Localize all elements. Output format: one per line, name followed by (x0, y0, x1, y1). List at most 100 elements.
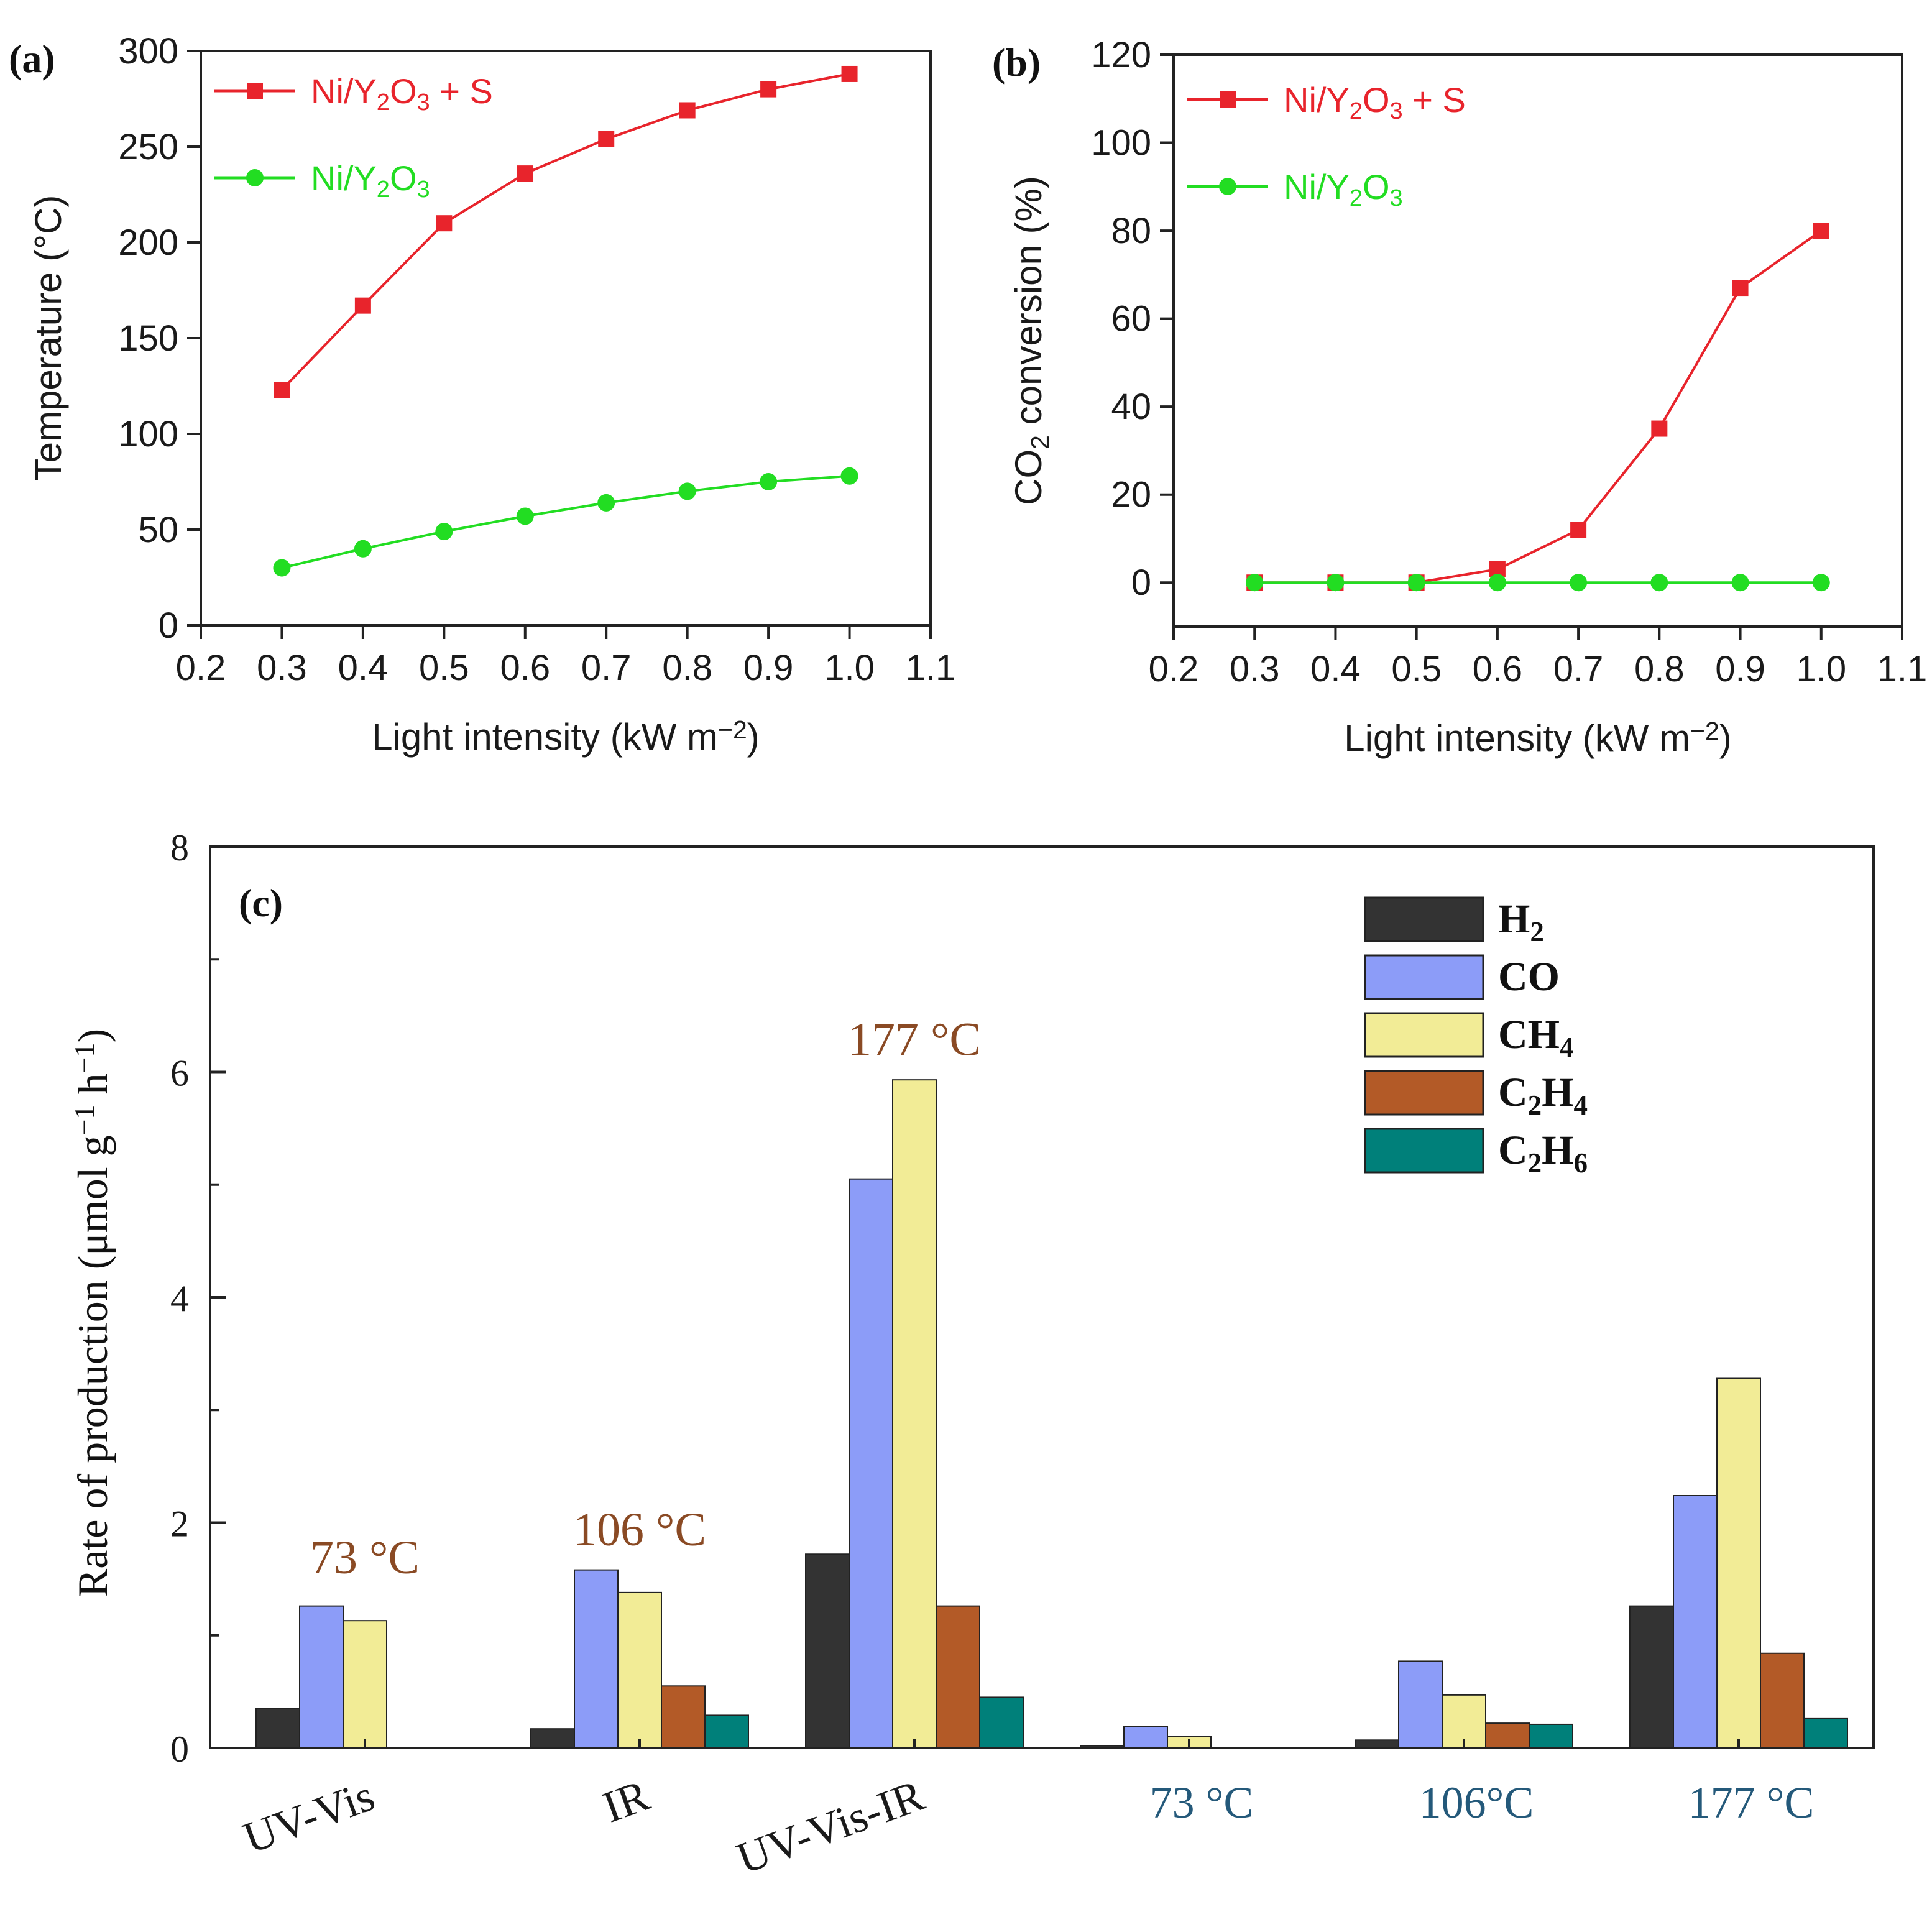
data-point (678, 482, 696, 500)
data-point (841, 65, 858, 82)
x-category-label: 177 °C (1688, 1778, 1815, 1828)
legend-label: C2H4 (1498, 1070, 1588, 1121)
bar (936, 1605, 980, 1749)
x-tick-label: 1.0 (824, 648, 875, 688)
data-point (1570, 522, 1587, 538)
y-tick-label: 100 (1091, 123, 1151, 163)
bar (1080, 1745, 1125, 1749)
bar (1760, 1652, 1805, 1749)
legend-entry: Ni/Y2O3 + S (214, 71, 493, 116)
x-tick-label: 0.2 (1149, 649, 1199, 689)
x-axis-title-part: −2 (718, 715, 747, 744)
series-line (281, 474, 850, 569)
plot-frame (209, 845, 1875, 1749)
x-tick-label: 0.4 (338, 648, 389, 688)
y-tick-label: 0 (159, 605, 178, 646)
legend-label-part: O (1363, 167, 1390, 206)
x-category-label: 106°C (1419, 1778, 1534, 1828)
legend-swatch (1364, 954, 1484, 1000)
legend-label-part: Ni/Y (311, 71, 377, 111)
legend-label-part: O (390, 71, 417, 111)
legend-label-part: + S (1403, 80, 1466, 119)
bar (343, 1620, 387, 1749)
data-point (436, 215, 453, 232)
legend-marker (1219, 178, 1236, 195)
bar (805, 1553, 850, 1749)
data-point (1650, 574, 1668, 592)
legend-label-part: CH (1498, 1012, 1560, 1057)
temperature-annotation: 73 °C (310, 1532, 420, 1584)
plot-frame (200, 50, 932, 627)
legend-label: CH4 (1498, 1012, 1574, 1063)
bar (1398, 1660, 1443, 1749)
y-tick-label: 2 (170, 1504, 189, 1545)
legend-label-part: 2 (1530, 916, 1544, 947)
y-axis-title-part: Rate of production (μmol g (69, 1135, 116, 1597)
legend-marker (246, 169, 264, 186)
y-tick-label: 150 (118, 318, 178, 359)
data-point (840, 467, 858, 485)
legend-label: Ni/Y2O3 (311, 159, 430, 203)
series-line (280, 73, 850, 391)
y-axis-title: CO2 conversion (%) (1008, 176, 1054, 505)
legend-entry: Ni/Y2O3 + S (1187, 80, 1466, 124)
y-tick-label: 80 (1111, 211, 1151, 251)
data-point (760, 81, 777, 98)
bar-group-0 (255, 1605, 387, 1749)
x-tick-label: 0.8 (1634, 649, 1685, 689)
panel-b-line-chart: 0.2 0.3 0.4 0.5 0.6 0.7 0.8 0.9 1.0 1.1 0 20 40 60 80 1… (992, 35, 1927, 759)
legend-label-part: + S (430, 71, 493, 111)
y-tick-label: 60 (1111, 299, 1151, 339)
bar-group-2 (805, 1079, 1024, 1749)
legend-entry: C2H4 (1364, 1070, 1588, 1121)
legend-swatch (1364, 1012, 1484, 1058)
legend-entry: C2H6 (1364, 1128, 1588, 1179)
x-tick-label: 0.7 (1553, 649, 1604, 689)
x-category-label: 73 °C (1150, 1778, 1254, 1828)
bar (530, 1728, 575, 1749)
data-point (274, 382, 290, 398)
data-point (1488, 574, 1506, 592)
bar (1629, 1605, 1674, 1749)
x-axis-title-part: ) (747, 716, 760, 758)
x-tick-label: 0.5 (419, 648, 469, 688)
y-axis-title-part: −1 (68, 1042, 100, 1073)
x-tick-label: 0.3 (1230, 649, 1280, 689)
x-axis-title-part: −2 (1690, 717, 1719, 745)
y-tick-label: 20 (1111, 475, 1151, 515)
y-axis-title-part: −1 (68, 1105, 100, 1135)
data-point (1570, 574, 1588, 592)
y-tick-label: 120 (1091, 35, 1151, 75)
x-category-label: UV-Vis (237, 1770, 380, 1863)
y-axis-title-part: Temperature (°C) (27, 195, 69, 482)
series-ni-y2o3-s (274, 65, 858, 398)
data-point (1246, 574, 1264, 592)
panel-label: (c) (239, 881, 283, 925)
x-tick-label: 0.7 (581, 648, 632, 688)
legend-label: Ni/Y2O3 + S (1284, 80, 1466, 124)
data-point (1813, 223, 1829, 239)
x-tick-label: 1.0 (1796, 649, 1846, 689)
legend-swatch (1364, 896, 1484, 942)
x-tick-label: 0.6 (1473, 649, 1523, 689)
legend-label-part: H (1498, 896, 1530, 942)
bar (299, 1605, 344, 1749)
data-point (435, 523, 453, 541)
legend-label: CO (1498, 954, 1560, 1000)
x-category-label: UV-Vis-IR (730, 1770, 931, 1883)
y-tick-label: 6 (170, 1053, 189, 1094)
series-ni-y2o3-s (1246, 223, 1829, 591)
x-tick-label: 1.1 (906, 648, 956, 688)
x-tick-label: 0.6 (500, 648, 550, 688)
y-axis-title: Rate of production (μmol g−1 h−1) (68, 1029, 116, 1597)
data-point (1732, 280, 1749, 297)
legend-label-part: CO (1498, 954, 1560, 1000)
y-tick-label: 200 (118, 223, 178, 263)
legend-label-part: C (1498, 1128, 1528, 1173)
legend-entry: CH4 (1364, 1012, 1574, 1063)
data-point (517, 165, 533, 182)
x-axis-title-part: Light intensity (kW m (372, 716, 718, 758)
panel-label: (a) (9, 37, 55, 81)
